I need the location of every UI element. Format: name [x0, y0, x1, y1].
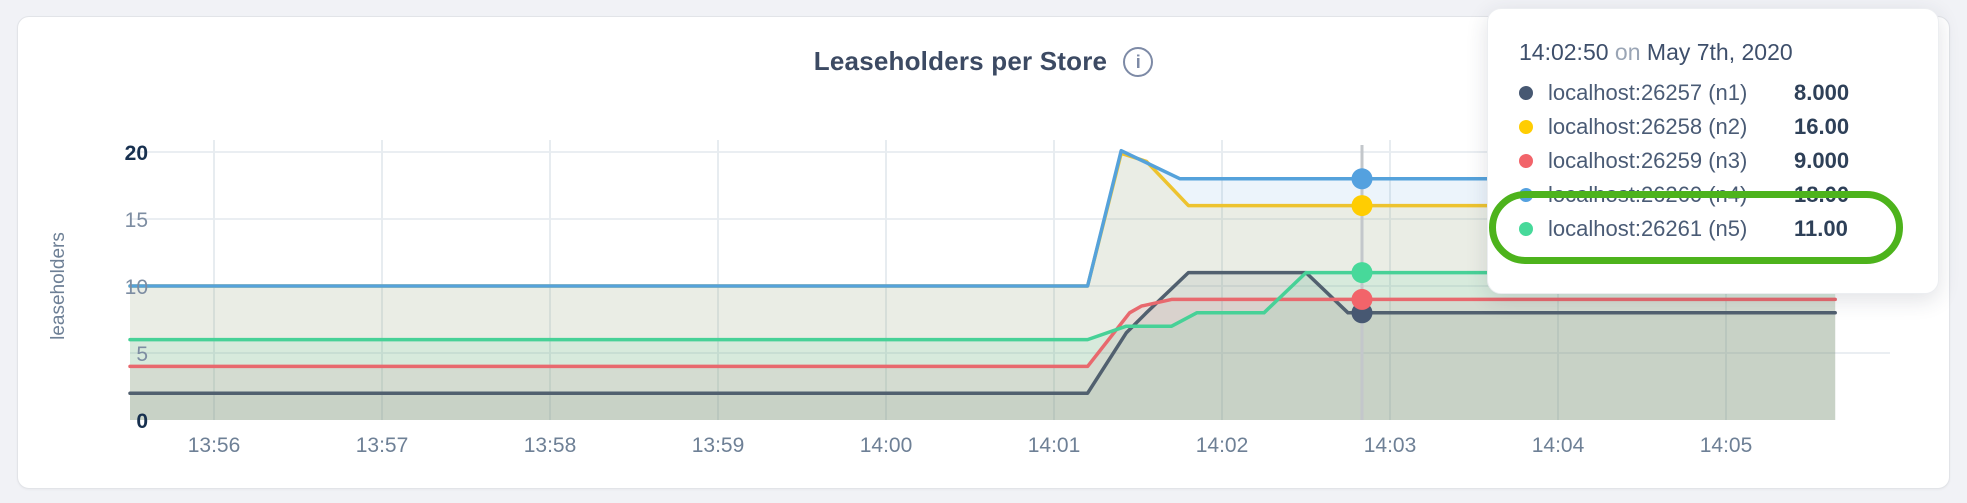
- y-tick-label: 20: [125, 142, 148, 165]
- tooltip-row-n2: localhost:26258 (n2) 16.00: [1519, 110, 1910, 144]
- highlight-oval-annotation: [1489, 191, 1903, 264]
- tooltip-on-word: on: [1614, 39, 1641, 65]
- x-tick-label: 14:04: [1532, 434, 1585, 457]
- y-tick-label: 5: [136, 343, 148, 366]
- series-value: 16.00: [1794, 114, 1850, 139]
- series-dot-icon: [1519, 154, 1533, 168]
- series-dot-icon: [1519, 120, 1533, 134]
- series-value: 11.00: [1794, 216, 1848, 241]
- tooltip-row-n1: localhost:26257 (n1) 8.000: [1519, 76, 1910, 110]
- x-tick-label: 13:56: [188, 434, 241, 457]
- series-label: localhost:26257 (n1): [1548, 80, 1748, 105]
- tooltip-row-n3: localhost:26259 (n3) 9.000: [1519, 144, 1910, 178]
- series-label: localhost:26261 (n5): [1548, 216, 1748, 241]
- series-area-n4: [130, 150, 1836, 420]
- x-tick-label: 13:59: [692, 434, 745, 457]
- hover-dot-n5: [1351, 262, 1373, 284]
- x-tick-label: 14:01: [1028, 434, 1081, 457]
- y-tick-label: 10: [125, 276, 148, 299]
- series-label: localhost:26259 (n3): [1548, 148, 1748, 173]
- hover-dot-n4: [1351, 168, 1373, 190]
- x-tick-label: 14:02: [1196, 434, 1249, 457]
- x-tick-label: 13:58: [524, 434, 577, 457]
- hover-dot-n2: [1351, 195, 1373, 217]
- y-axis-label: leaseholders: [48, 232, 69, 340]
- hover-dot-n3: [1351, 288, 1373, 310]
- x-tick-label: 14:00: [860, 434, 913, 457]
- x-tick-label: 14:05: [1700, 434, 1753, 457]
- series-line-n1: [128, 270, 1837, 395]
- series-area-n1: [130, 272, 1836, 420]
- series-label: localhost:26258 (n2): [1548, 114, 1748, 139]
- series-area-n5: [130, 272, 1836, 420]
- x-tick-label: 14:03: [1364, 434, 1417, 457]
- y-tick-label: 0: [136, 410, 148, 433]
- chart-title: Leaseholders per Store: [813, 46, 1108, 76]
- series-line-n5: [128, 270, 1837, 342]
- tooltip-header: 14:02:50 on May 7th, 2020: [1519, 39, 1910, 66]
- tooltip-row-n5: localhost:26261 (n5) 11.00: [1519, 212, 1910, 246]
- x-tick-label: 13:57: [356, 434, 409, 457]
- tooltip-date: May 7th, 2020: [1646, 39, 1793, 65]
- y-tick-label: 15: [125, 209, 148, 232]
- series-area-n3: [130, 299, 1836, 420]
- series-line-n4: [128, 148, 1837, 288]
- series-line-n3: [128, 297, 1837, 369]
- series-value: 8.000: [1794, 80, 1850, 105]
- tooltip-time: 14:02:50: [1519, 39, 1609, 65]
- series-value: 9.000: [1794, 148, 1850, 173]
- chart-header: Leaseholders per Store i: [0, 46, 1967, 77]
- info-icon-glyph: i: [1135, 51, 1141, 72]
- info-icon[interactable]: i: [1123, 46, 1154, 77]
- series-dot-icon: [1519, 86, 1533, 100]
